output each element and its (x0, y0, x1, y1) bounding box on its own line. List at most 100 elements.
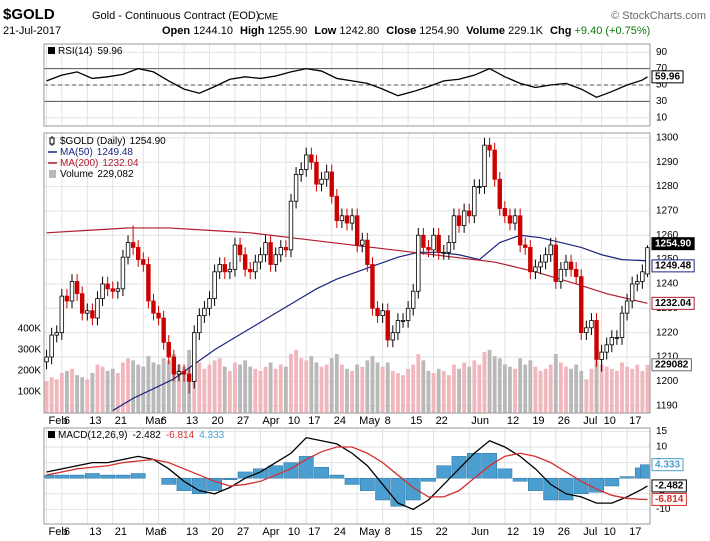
value-box-label: -2.482 (655, 481, 684, 492)
histogram-bar (436, 465, 452, 479)
candle-body (446, 242, 452, 253)
candle-body (487, 144, 492, 151)
volume-bar (294, 349, 298, 413)
volume-bar (411, 364, 416, 413)
candle-body (482, 144, 487, 187)
exchange: CME (258, 11, 278, 21)
candle-body (451, 215, 457, 243)
candle-body (635, 281, 640, 285)
volume-bar (324, 364, 329, 413)
candle-body (431, 234, 436, 251)
candle-body (49, 334, 54, 358)
legend-text: $GOLD (Daily) (60, 136, 126, 147)
candle-body (553, 244, 558, 282)
candle-body (543, 254, 548, 263)
candle-body (263, 242, 268, 256)
volume-bar (345, 368, 349, 413)
candle-body (411, 290, 416, 309)
legend-entry: MA(200) 1232.04 (60, 158, 139, 169)
x-tick-label: 17 (629, 526, 641, 538)
legend-entry: MA(50) 1249.48 (60, 147, 133, 158)
volume-bar (227, 370, 232, 413)
volume-bar (355, 364, 360, 413)
candle-body (242, 254, 248, 270)
volume-bar (457, 368, 461, 413)
candle-body (405, 307, 411, 321)
candle-body (517, 215, 523, 246)
volume-bar (171, 354, 176, 413)
volume-bar (304, 360, 309, 413)
volume-bar (538, 370, 543, 413)
volume-bar (95, 364, 100, 413)
volume-bar (564, 366, 568, 413)
volume-bar (584, 379, 589, 413)
volume-bar (385, 362, 390, 413)
volume-bar (156, 364, 161, 413)
volume-bar (614, 370, 619, 413)
volume-bar (431, 373, 436, 413)
volume-bar (477, 364, 482, 413)
volume-bar (380, 366, 385, 413)
volume-tick-label: 200K (18, 366, 42, 377)
value-box-label: 1249.48 (655, 261, 692, 272)
candle-body (472, 186, 477, 217)
volume-bar (263, 366, 268, 413)
volume-bar (452, 364, 456, 413)
volume-bar (121, 362, 125, 413)
candle-body (268, 242, 273, 265)
volume-bar (278, 364, 283, 413)
y-tick-label: 1290 (656, 157, 679, 168)
x-tick-label: 13 (89, 415, 101, 427)
histogram-bar (375, 477, 391, 501)
candle-body (426, 247, 431, 251)
x-tick-label: Jun (471, 526, 489, 538)
symbol: $GOLD (3, 6, 55, 23)
x-tick-label: 19 (532, 415, 544, 427)
candle-body (497, 178, 502, 209)
candle-body (79, 293, 85, 314)
candle-body (120, 256, 126, 290)
volume-bar (141, 366, 146, 413)
x-tick-label: Jul (583, 526, 597, 538)
volume-bar (105, 370, 110, 413)
candle-body (54, 332, 59, 336)
candle-body (278, 247, 283, 256)
x-tick-label: 17 (629, 415, 641, 427)
label: Low (314, 25, 336, 37)
x-tick-label: Feb (49, 526, 68, 538)
candle-body (533, 266, 538, 273)
volume-bar (110, 368, 115, 413)
legend-text: MA(200) (60, 158, 98, 169)
candle-body (619, 312, 625, 338)
x-tick-label: Feb (49, 415, 68, 427)
volume-bar (238, 364, 242, 413)
volume-bar (309, 356, 314, 413)
candle-body (95, 298, 100, 319)
histogram-bar (619, 476, 635, 479)
volume-bar (212, 360, 217, 413)
candle-body (258, 254, 263, 263)
histogram-bar (237, 471, 253, 479)
candle-body (380, 310, 385, 317)
instrument-name: Gold - Continuous Contract (EOD) (92, 10, 260, 22)
candle-body (609, 337, 615, 346)
histogram-bar (604, 477, 620, 487)
x-tick-label: 15 (410, 526, 422, 538)
histogram-bar (421, 477, 436, 482)
x-tick-label: 8 (385, 526, 391, 538)
volume-bar (339, 364, 344, 413)
volume-bar (49, 377, 54, 413)
histogram-bar (543, 477, 559, 501)
legend-entry: $GOLD (Daily) 1254.90 (60, 136, 166, 147)
x-tick-label: 8 (385, 415, 391, 427)
volume-bar (426, 370, 431, 413)
volume-bar (360, 366, 365, 413)
volume-bar (558, 362, 563, 413)
histogram-bar (314, 467, 329, 479)
histogram-bar (405, 477, 421, 501)
series-line (46, 436, 648, 511)
label: Volume (466, 25, 505, 37)
histogram-bar (640, 464, 650, 479)
y-tick-label: -10 (656, 504, 671, 515)
